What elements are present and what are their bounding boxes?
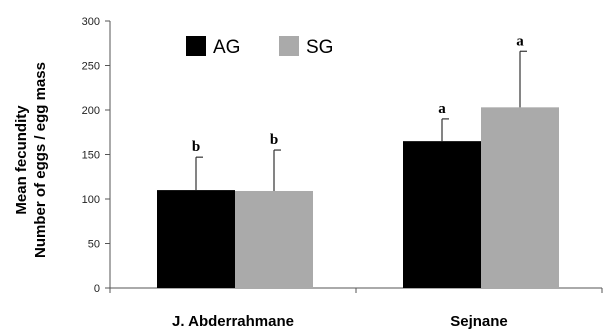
legend-swatch-ag xyxy=(186,36,206,56)
y-axis-label: Mean fecundity Number of eggs / egg mass xyxy=(13,62,49,258)
y-tick-label: 100 xyxy=(82,194,100,206)
y-tick-label: 150 xyxy=(82,150,100,162)
legend-swatch-sg xyxy=(279,36,299,56)
legend-label-sg: SG xyxy=(306,37,333,58)
y-tick-label: 0 xyxy=(94,283,100,295)
category-label: J. Abderrahmane xyxy=(172,313,294,329)
y-tick-label: 200 xyxy=(82,105,100,117)
category-labels: J. Abderrahmane Sejnane xyxy=(172,313,508,329)
y-tick-label: 300 xyxy=(82,16,100,28)
bar-ag-1 xyxy=(403,141,481,288)
y-tick-label: 50 xyxy=(88,239,100,251)
legend: AG SG xyxy=(186,36,333,58)
bar-sg-0 xyxy=(235,190,313,288)
bar-sg-1 xyxy=(481,107,559,288)
x-axis xyxy=(109,287,603,293)
bar-ag-0 xyxy=(157,190,235,288)
y-axis-label-line-1: Mean fecundity xyxy=(13,105,30,215)
significance-label: b xyxy=(270,132,278,148)
legend-label-ag: AG xyxy=(213,37,240,58)
category-label: Sejnane xyxy=(450,313,508,329)
significance-label: b xyxy=(192,139,200,155)
significance-label: a xyxy=(438,101,446,117)
bars: b b a a xyxy=(157,33,559,288)
y-tick-label: 250 xyxy=(82,61,100,73)
significance-label: a xyxy=(516,33,524,49)
y-axis-label-line-2: Number of eggs / egg mass xyxy=(32,62,49,258)
y-axis: 0 50 100 150 200 250 300 xyxy=(82,16,111,295)
